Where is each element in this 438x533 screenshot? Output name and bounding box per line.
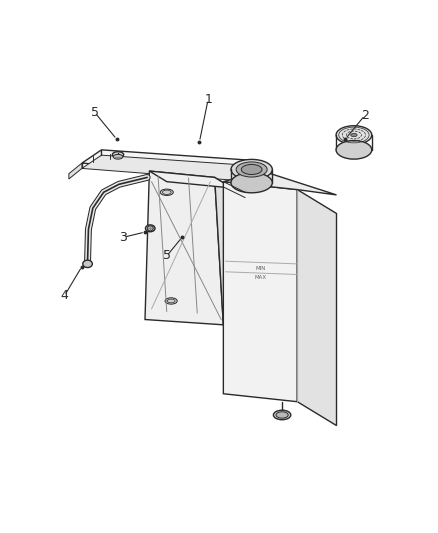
Ellipse shape [276,412,288,418]
Ellipse shape [336,126,372,144]
Ellipse shape [241,165,262,174]
Polygon shape [223,182,297,402]
Ellipse shape [113,155,123,159]
Text: 5: 5 [91,106,99,119]
Ellipse shape [160,189,173,196]
Ellipse shape [113,152,124,158]
Polygon shape [82,155,254,181]
Polygon shape [215,177,241,335]
Text: 5: 5 [163,249,171,262]
Text: 1: 1 [204,93,212,106]
Polygon shape [297,190,336,425]
Polygon shape [149,171,232,188]
Polygon shape [223,171,336,195]
Ellipse shape [83,260,92,268]
Text: MAX: MAX [254,274,266,280]
Ellipse shape [145,225,155,232]
Ellipse shape [165,298,177,304]
Ellipse shape [336,141,372,159]
Ellipse shape [236,162,267,177]
Polygon shape [82,150,254,175]
Text: 2: 2 [361,109,369,122]
Polygon shape [69,163,82,179]
Ellipse shape [351,133,357,136]
Ellipse shape [231,173,272,193]
Text: 4: 4 [60,289,68,302]
Ellipse shape [231,159,272,180]
Ellipse shape [147,226,153,231]
Ellipse shape [273,410,291,419]
Text: 3: 3 [119,231,127,244]
Text: MIN: MIN [255,265,265,271]
Polygon shape [145,171,223,325]
